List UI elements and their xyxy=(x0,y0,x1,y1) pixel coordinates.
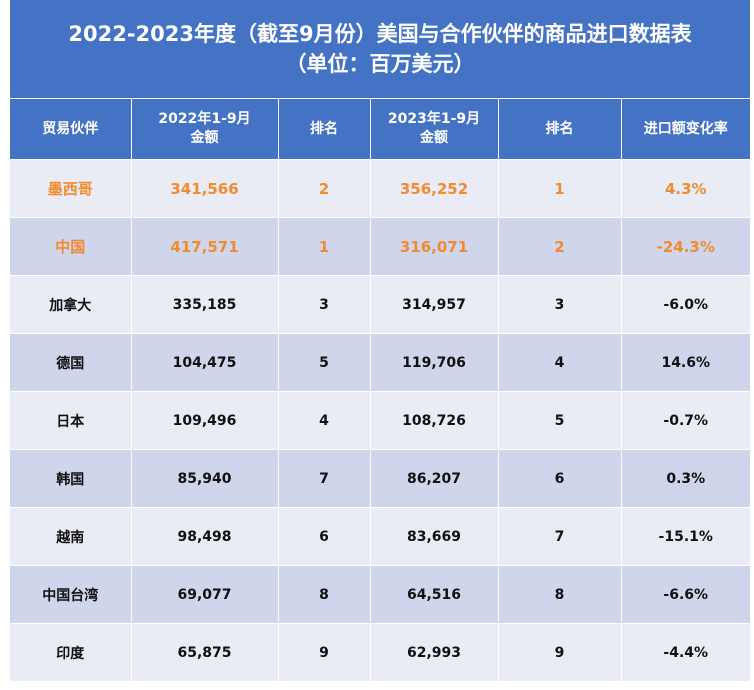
table-row: 中国台湾 69,077 8 64,516 8 -6.6% xyxy=(10,565,750,624)
cell-amount-2023: 316,071 xyxy=(369,217,498,276)
cell-change-rate: 4.3% xyxy=(620,159,750,218)
cell-rank-2023: 5 xyxy=(497,391,621,450)
cell-amount-2023: 314,957 xyxy=(369,275,498,334)
header-change-rate: 进口额变化率 xyxy=(620,98,750,160)
cell-rank-2022: 6 xyxy=(277,507,370,566)
cell-partner: 墨西哥 xyxy=(10,159,131,218)
cell-amount-2023: 108,726 xyxy=(369,391,498,450)
cell-rank-2023: 6 xyxy=(497,449,621,508)
cell-rank-2022: 4 xyxy=(277,391,370,450)
table-header-row: 贸易伙伴 2022年1-9月 金额 排名 2023年1-9月 金额 排名 进口额 xyxy=(10,98,750,160)
cell-rank-2022: 5 xyxy=(277,333,370,392)
cell-partner: 日本 xyxy=(10,391,131,450)
cell-amount-2022: 98,498 xyxy=(130,507,278,566)
table-row: 加拿大 335,185 3 314,957 3 -6.0% xyxy=(10,275,750,334)
import-data-table-panel: 2022-2023年度（截至9月份）美国与合作伙伴的商品进口数据表 （单位：百万… xyxy=(10,0,750,688)
cell-rank-2023: 4 xyxy=(497,333,621,392)
cell-rank-2023: 9 xyxy=(497,623,621,681)
cell-rank-2022: 9 xyxy=(277,623,370,681)
header-amount-2022: 2022年1-9月 金额 xyxy=(130,98,278,160)
cell-amount-2022: 69,077 xyxy=(130,565,278,624)
cell-rank-2022: 2 xyxy=(277,159,370,218)
cell-amount-2023: 83,669 xyxy=(369,507,498,566)
table-row: 越南 98,498 6 83,669 7 -15.1% xyxy=(10,507,750,566)
cell-amount-2022: 65,875 xyxy=(130,623,278,681)
cell-rank-2022: 7 xyxy=(277,449,370,508)
cell-change-rate: -4.4% xyxy=(620,623,750,681)
cell-rank-2023: 8 xyxy=(497,565,621,624)
cell-rank-2023: 1 xyxy=(497,159,621,218)
cell-partner: 中国 xyxy=(10,217,131,276)
cell-rank-2023: 7 xyxy=(497,507,621,566)
cell-change-rate: 0.3% xyxy=(620,449,750,508)
header-rank-2023: 排名 xyxy=(497,98,621,160)
cell-amount-2023: 86,207 xyxy=(369,449,498,508)
cell-rank-2022: 1 xyxy=(277,217,370,276)
cell-amount-2022: 335,185 xyxy=(130,275,278,334)
table-row: 日本 109,496 4 108,726 5 -0.7% xyxy=(10,391,750,450)
cell-rank-2023: 3 xyxy=(497,275,621,334)
cell-change-rate: 14.6% xyxy=(620,333,750,392)
cell-partner: 韩国 xyxy=(10,449,131,508)
cell-partner: 越南 xyxy=(10,507,131,566)
cell-amount-2023: 119,706 xyxy=(369,333,498,392)
cell-change-rate: -24.3% xyxy=(620,217,750,276)
table-row: 中国 417,571 1 316,071 2 -24.3% xyxy=(10,217,750,276)
cell-partner: 印度 xyxy=(10,623,131,681)
cell-partner: 德国 xyxy=(10,333,131,392)
cell-amount-2023: 62,993 xyxy=(369,623,498,681)
table-row: 墨西哥 341,566 2 356,252 1 4.3% xyxy=(10,159,750,218)
table-title-line1: 2022-2023年度（截至9月份）美国与合作伙伴的商品进口数据表 xyxy=(68,22,692,46)
table-title-line2: （单位：百万美元） xyxy=(285,52,475,76)
import-data-table: 贸易伙伴 2022年1-9月 金额 排名 2023年1-9月 金额 排名 进口额 xyxy=(10,98,750,681)
cell-partner: 中国台湾 xyxy=(10,565,131,624)
header-amount-2023: 2023年1-9月 金额 xyxy=(369,98,498,160)
cell-change-rate: -6.0% xyxy=(620,275,750,334)
cell-change-rate: -15.1% xyxy=(620,507,750,566)
header-partner: 贸易伙伴 xyxy=(10,98,131,160)
cell-rank-2023: 2 xyxy=(497,217,621,276)
cell-amount-2023: 356,252 xyxy=(369,159,498,218)
cell-amount-2022: 341,566 xyxy=(130,159,278,218)
cell-amount-2022: 109,496 xyxy=(130,391,278,450)
cell-amount-2022: 104,475 xyxy=(130,333,278,392)
cell-rank-2022: 8 xyxy=(277,565,370,624)
cell-amount-2022: 417,571 xyxy=(130,217,278,276)
cell-partner: 加拿大 xyxy=(10,275,131,334)
cell-change-rate: -6.6% xyxy=(620,565,750,624)
header-rank-2022: 排名 xyxy=(277,98,370,160)
table-title: 2022-2023年度（截至9月份）美国与合作伙伴的商品进口数据表 （单位：百万… xyxy=(10,0,750,98)
cell-amount-2022: 85,940 xyxy=(130,449,278,508)
table-row: 德国 104,475 5 119,706 4 14.6% xyxy=(10,333,750,392)
cell-rank-2022: 3 xyxy=(277,275,370,334)
table-row: 印度 65,875 9 62,993 9 -4.4% xyxy=(10,623,750,681)
table-row: 韩国 85,940 7 86,207 6 0.3% xyxy=(10,449,750,508)
cell-change-rate: -0.7% xyxy=(620,391,750,450)
cell-amount-2023: 64,516 xyxy=(369,565,498,624)
